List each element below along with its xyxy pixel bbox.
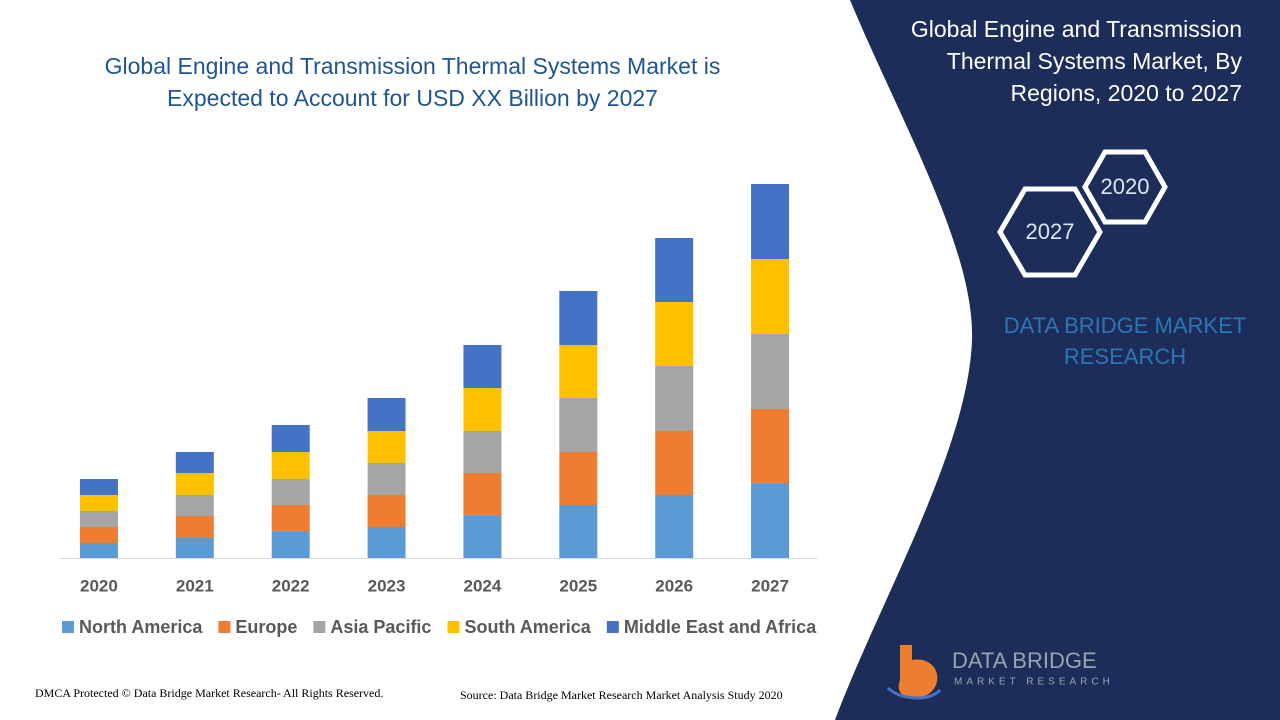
logo-name: DATA BRIDGE: [952, 648, 1097, 673]
bar-segment: [271, 452, 310, 479]
bar-segment: [367, 495, 406, 527]
legend-label: Europe: [235, 617, 297, 637]
bar-segment: [463, 388, 502, 431]
bar-segment: [463, 345, 502, 388]
bar-segment: [367, 398, 406, 431]
legend-label: Asia Pacific: [330, 617, 431, 637]
legend-label: North America: [79, 617, 203, 637]
bar-segment: [175, 452, 214, 473]
hexagon-label: 2027: [1026, 219, 1075, 244]
bar-segment: [559, 505, 598, 558]
bar-segment: [367, 527, 406, 558]
bar-segment: [271, 505, 310, 532]
logo-mark: [898, 645, 938, 699]
bar-segment: [463, 431, 502, 473]
bar-segment: [751, 334, 790, 409]
bar-segment: [559, 452, 598, 505]
bar-segment: [559, 345, 598, 398]
bar-segment: [79, 495, 118, 511]
bar-segment: [655, 366, 694, 431]
bar-segment: [655, 302, 694, 366]
logo-swoosh: [886, 686, 942, 700]
legend-label: Middle East and Africa: [624, 617, 817, 637]
bar-segment: [79, 479, 118, 495]
bar-segment: [79, 527, 118, 543]
legend-swatch: [62, 621, 74, 633]
x-tick-label: 2024: [464, 576, 502, 595]
x-tick-label: 2027: [751, 576, 789, 595]
x-tick-label: 2023: [368, 576, 406, 595]
x-tick-label: 2022: [272, 576, 310, 595]
bar-segment: [175, 538, 214, 558]
bar-segment: [751, 409, 790, 484]
bar-segment: [271, 479, 310, 505]
bar-segment: [559, 291, 598, 345]
bar-segment: [271, 532, 310, 558]
bar-segment: [79, 511, 118, 527]
panel-title: Global Engine and Transmission Thermal S…: [910, 16, 1242, 106]
brand: DATA BRIDGE MARKET RESEARCH: [1003, 313, 1247, 369]
bar-segment: [175, 495, 214, 516]
bar-segment: [463, 473, 502, 516]
bar-segment: [367, 431, 406, 463]
bar-segment: [751, 484, 790, 558]
footer-left: DMCA Protected © Data Bridge Market Rese…: [35, 686, 384, 700]
legend-label: South America: [464, 617, 591, 637]
bar-segment: [271, 425, 310, 452]
footer-right: Source: Data Bridge Market Research Mark…: [460, 688, 783, 702]
bar-segment: [463, 516, 502, 558]
logo-tagline: MARKET RESEARCH: [954, 677, 1114, 688]
side-panel: [835, 0, 1280, 720]
legend-swatch: [313, 621, 326, 633]
hexagon-label: 2020: [1101, 174, 1150, 199]
bar-segment: [751, 259, 790, 334]
chart-title: Global Engine and Transmission Thermal S…: [104, 53, 721, 111]
x-tick-label: 2020: [80, 576, 118, 595]
legend-swatch: [218, 621, 231, 633]
bar-segment: [175, 473, 214, 495]
bar-segment: [559, 398, 598, 452]
bar-segment: [79, 543, 118, 558]
x-tick-label: 2026: [655, 576, 693, 595]
legend-swatch: [447, 621, 460, 633]
legend-swatch: [606, 621, 619, 633]
bar-segment: [655, 431, 694, 495]
bar-segment: [175, 516, 214, 538]
bar-segment: [655, 495, 694, 558]
bar-segment: [655, 238, 694, 302]
hexagon: [997, 186, 1103, 278]
hexagon: [1082, 149, 1168, 225]
bar-segment: [751, 184, 790, 259]
x-tick-label: 2021: [176, 576, 214, 595]
x-tick-label: 2025: [559, 576, 597, 595]
bar-segment: [367, 463, 406, 495]
